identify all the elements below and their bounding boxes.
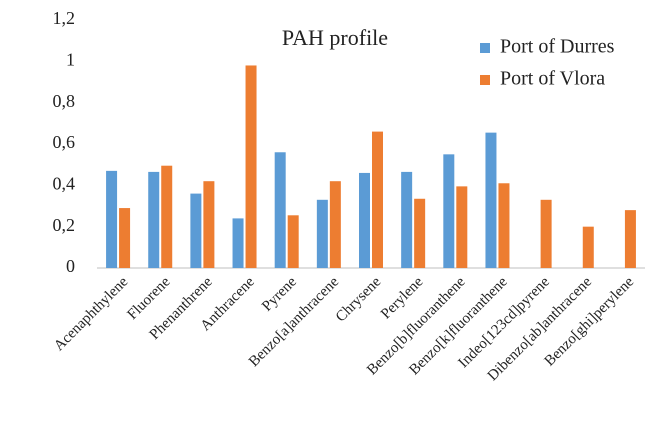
bar — [540, 199, 552, 268]
bar — [498, 183, 510, 268]
bar — [582, 226, 594, 268]
bar — [161, 165, 173, 268]
legend-swatch — [480, 43, 490, 53]
y-tick-label: 0 — [66, 256, 75, 276]
bar — [232, 218, 244, 268]
bar — [443, 154, 455, 268]
bar — [456, 186, 468, 268]
x-tick-label: Pyrene — [259, 274, 300, 315]
y-tick-label: 0,6 — [53, 132, 76, 152]
bar — [148, 171, 160, 268]
bar — [485, 132, 497, 268]
bar — [359, 172, 370, 268]
y-tick-label: 1,2 — [53, 8, 76, 28]
y-tick-label: 0,2 — [53, 215, 76, 235]
bar — [287, 215, 299, 268]
bar — [329, 181, 341, 268]
bar — [245, 65, 257, 268]
x-tick-label: Chrysene — [333, 274, 385, 326]
bar — [414, 198, 426, 268]
bar — [119, 208, 131, 268]
bar — [316, 199, 328, 268]
y-tick-label: 0,4 — [53, 173, 76, 193]
bar — [106, 170, 118, 268]
bar — [203, 181, 215, 268]
bar — [372, 131, 383, 268]
legend-label: Port of Durres — [500, 36, 615, 58]
legend-swatch — [480, 75, 490, 85]
y-tick-label: 1 — [66, 49, 75, 69]
bar — [624, 210, 636, 268]
bar — [274, 152, 286, 268]
legend-label: Port of Vlora — [500, 68, 605, 90]
chart-title: PAH profile — [282, 25, 388, 50]
y-tick-label: 0,8 — [53, 91, 76, 111]
x-tick-label: Acenaphthylene — [51, 274, 131, 354]
bar — [190, 193, 202, 268]
bar — [401, 171, 413, 268]
